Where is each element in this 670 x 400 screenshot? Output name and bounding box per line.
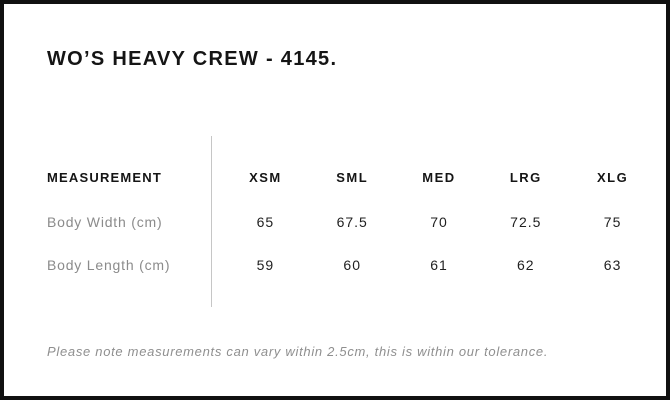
body-length-xsm-value: 59 <box>256 257 275 273</box>
body-width-xsm-value: 65 <box>256 214 275 230</box>
column-header-xlg: XLG <box>596 169 629 185</box>
column-header-xsm: XSM <box>249 169 282 185</box>
table-header-row: MEASUREMENT XSM SML MED LRG XLG <box>47 163 656 191</box>
column-header-sml: SML <box>336 169 369 185</box>
table-row: Body Length (cm) 59 60 61 62 63 <box>47 251 656 279</box>
table-row: Body Width (cm) 65 67.5 70 72.5 75 <box>47 208 656 236</box>
body-width-xlg-value: 75 <box>603 214 622 230</box>
tolerance-note: Please note measurements can vary within… <box>47 344 549 359</box>
body-width-sml-value: 67.5 <box>336 214 368 230</box>
row-label-body-length: Body Length (cm) <box>47 257 171 273</box>
body-width-med-value: 70 <box>430 214 448 230</box>
page-title: WO’S HEAVY CREW - 4145. <box>47 48 338 70</box>
column-header-lrg: LRG <box>509 169 542 185</box>
vertical-divider <box>211 136 212 307</box>
body-width-lrg-value: 72.5 <box>510 214 542 230</box>
body-length-med-value: 61 <box>430 257 448 273</box>
body-length-lrg-value: 62 <box>517 257 535 273</box>
body-length-sml-value: 60 <box>343 257 361 273</box>
column-header-med: MED <box>422 169 456 185</box>
row-label-body-width: Body Width (cm) <box>47 214 163 230</box>
body-length-xlg-value: 63 <box>603 257 622 273</box>
column-header-measurement: MEASUREMENT <box>47 169 163 185</box>
